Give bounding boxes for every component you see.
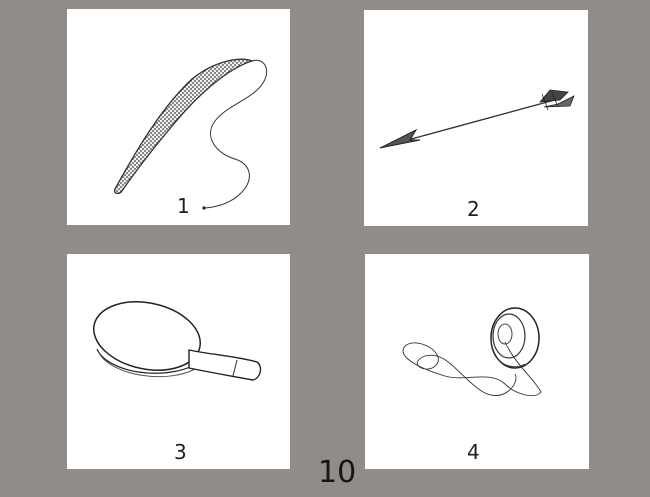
page-number: 10 (318, 455, 357, 490)
card-4: 4 (365, 254, 589, 469)
card-4-number: 4 (467, 440, 480, 464)
arrow-icon (379, 89, 575, 149)
card-3: 3 (67, 254, 290, 469)
ping-pong-paddle-icon (92, 301, 262, 381)
yoyo-icon (402, 307, 542, 397)
card-1: 1 (67, 9, 290, 225)
card-2: 2 (364, 10, 588, 226)
whip-icon (113, 58, 268, 210)
card-1-number: 1 (177, 194, 190, 218)
card-2-number: 2 (467, 197, 480, 221)
card-3-number: 3 (174, 440, 187, 464)
